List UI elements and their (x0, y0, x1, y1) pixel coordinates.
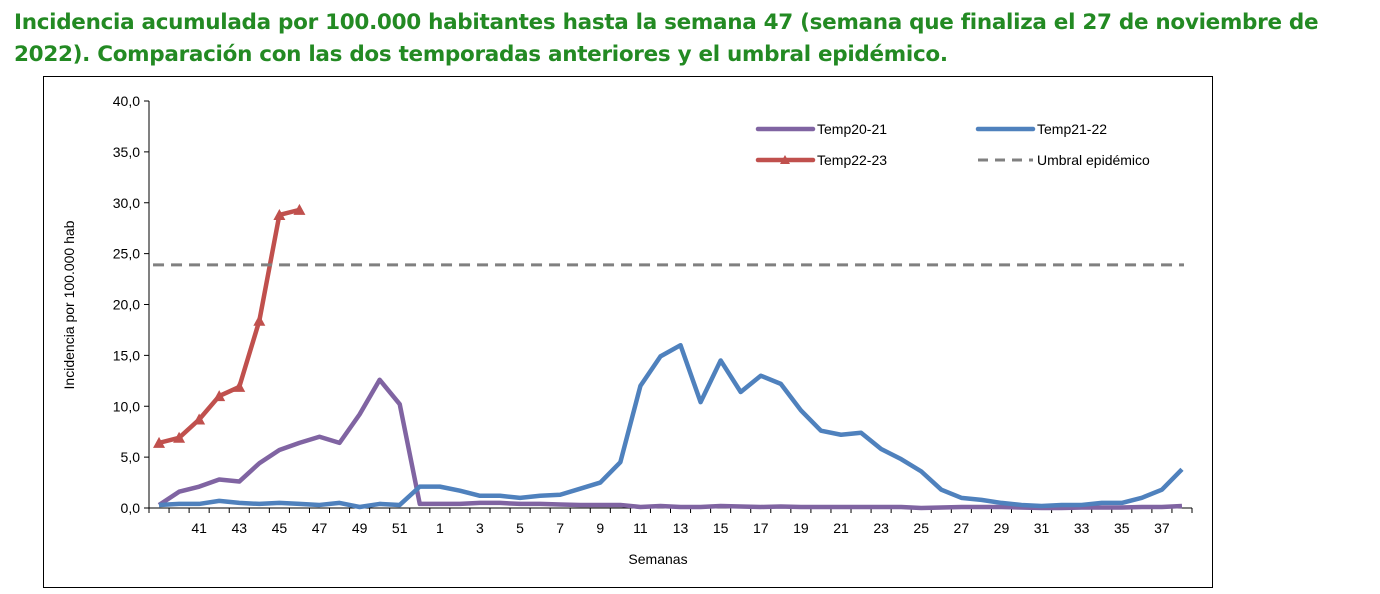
x-tick-label: 35 (1114, 520, 1130, 536)
series-temp22-23-point (193, 413, 206, 425)
legend-marker (780, 155, 790, 164)
x-tick-label: 23 (873, 520, 889, 536)
x-tick-label: 15 (713, 520, 729, 536)
y-tick-label: 15,0 (113, 347, 140, 363)
y-tick-label: 35,0 (113, 144, 140, 160)
legend-label: Temp22-23 (817, 152, 887, 168)
legend-label: Umbral epidémico (1037, 152, 1150, 168)
x-axis-label: Semanas (628, 551, 687, 567)
y-tick-label: 30,0 (113, 195, 140, 211)
y-axis-label: Incidencia por 100.000 hab (61, 220, 77, 389)
x-tick-label: 37 (1154, 520, 1170, 536)
series-temp21-22-line (158, 342, 1184, 510)
x-tick-label: 17 (753, 520, 769, 536)
title-line-1: Incidencia acumulada por 100.000 habitan… (14, 10, 1319, 35)
chart-title: Incidencia acumulada por 100.000 habitan… (14, 7, 1374, 71)
y-tick-label: 40,0 (113, 93, 140, 109)
chart-frame (43, 76, 1213, 588)
x-tick-label: 33 (1074, 520, 1090, 536)
x-tick-label: 19 (793, 520, 809, 536)
x-tick-label: 31 (1034, 520, 1050, 536)
series-temp20-21-line (157, 377, 1183, 511)
x-tick-label: 1 (436, 520, 444, 536)
x-tick-label: 45 (272, 520, 288, 536)
x-tick-label: 7 (556, 520, 564, 536)
y-tick-label: 20,0 (113, 297, 140, 313)
x-tick-label: 3 (476, 520, 484, 536)
x-tick-label: 11 (633, 520, 648, 536)
x-tick-label: 43 (231, 520, 247, 536)
y-tick-label: 0,0 (121, 500, 141, 516)
y-tick-label: 10,0 (113, 398, 140, 414)
series-temp22-23-line (158, 207, 300, 446)
series-temp22-23-point (233, 380, 246, 392)
x-tick-label: 51 (392, 520, 408, 536)
series-temp22-23-point (273, 208, 286, 220)
x-tick-label: 47 (312, 520, 328, 536)
y-tick-label: 25,0 (113, 246, 140, 262)
y-tick-label: 5,0 (121, 449, 141, 465)
series-temp22-23-point (173, 431, 186, 443)
legend-label: Temp21-22 (1037, 121, 1107, 137)
x-tick-label: 21 (833, 520, 849, 536)
x-tick-label: 9 (596, 520, 604, 536)
series-temp22-23-point (293, 203, 306, 215)
x-tick-label: 41 (191, 520, 207, 536)
series-temp22-23-point (253, 314, 266, 326)
series-temp22-23-point (153, 436, 166, 448)
x-tick-label: 49 (352, 520, 368, 536)
x-tick-label: 13 (673, 520, 689, 536)
x-tick-label: 25 (913, 520, 929, 536)
title-line-2: 2022). Comparación con las dos temporada… (14, 42, 948, 67)
x-tick-label: 27 (954, 520, 970, 536)
legend-label: Temp20-21 (817, 121, 887, 137)
series-temp22-23-point (213, 390, 226, 402)
x-tick-label: 29 (994, 520, 1010, 536)
x-tick-label: 5 (516, 520, 524, 536)
